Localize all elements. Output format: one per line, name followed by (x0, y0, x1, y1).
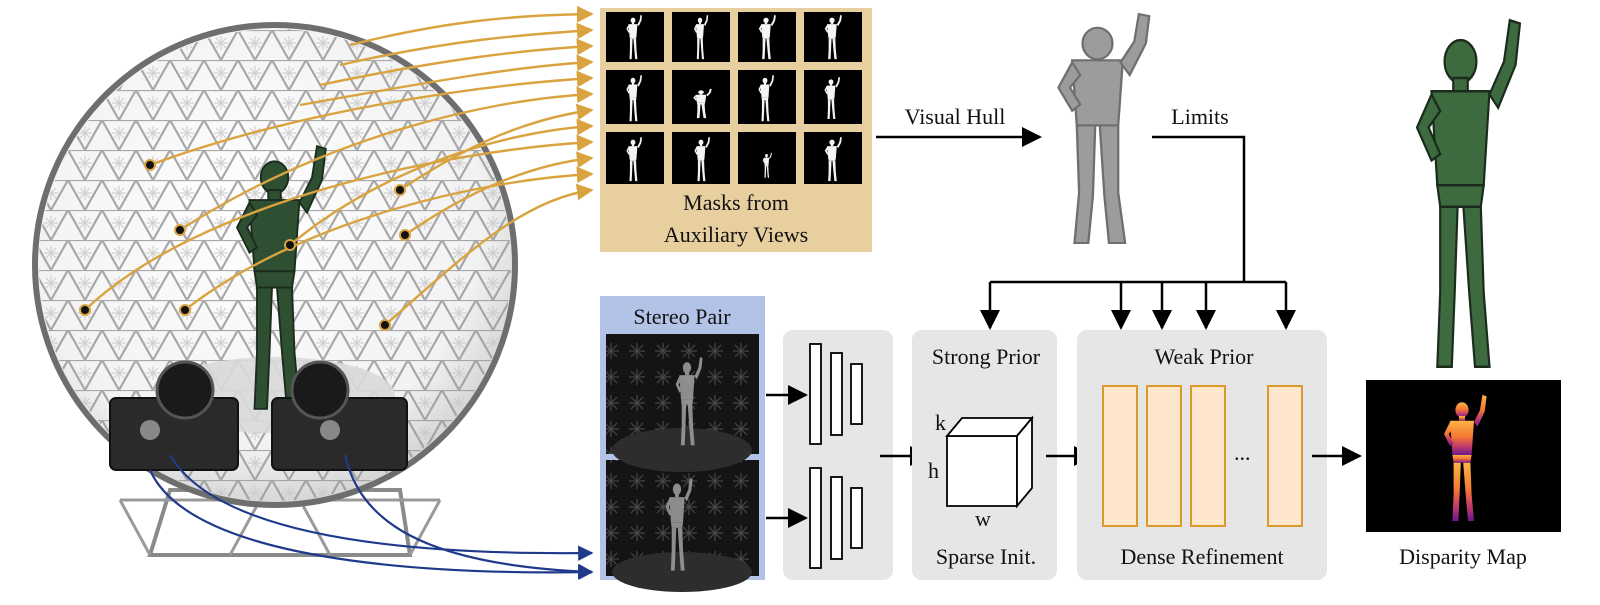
sparse-init-caption: Sparse Init. (935, 544, 1037, 569)
strong-prior-block (912, 330, 1057, 580)
weak-prior-block (1077, 330, 1327, 580)
dense-refinement-caption: Dense Refinement (1120, 544, 1284, 569)
stereo-camera-right (271, 360, 408, 471)
refinement-stages (1102, 385, 1303, 527)
masks-title-line2: Auxiliary Views (663, 222, 809, 247)
disparity-map (1366, 380, 1561, 532)
strong-prior-title: Strong Prior (931, 344, 1041, 369)
cost-volume-cube (945, 415, 1034, 509)
weak-prior-title: Weak Prior (1154, 344, 1254, 369)
limits-connectors (980, 135, 1296, 330)
disparity-map-caption: Disparity Map (1399, 544, 1527, 569)
stereo-pair-title: Stereo Pair (633, 304, 731, 329)
auxiliary-camera-rays (84, 5, 594, 326)
masks-panel (600, 8, 872, 252)
stereo-camera-left (109, 360, 239, 471)
visual-hull-label: Visual Hull (904, 104, 1006, 129)
limits-label: Limits (1171, 104, 1229, 129)
refinement-ellipsis: ... (1234, 440, 1251, 465)
feature-extractor-block (783, 330, 893, 580)
cube-axis-k: k (935, 410, 946, 435)
stereo-pair-panel (600, 296, 765, 592)
auxiliary-camera-dots (79, 159, 411, 331)
cube-axis-w: w (975, 506, 991, 531)
cube-axis-h: h (928, 458, 939, 483)
visual-hull-model (1057, 12, 1151, 245)
masks-title-line1: Masks from (683, 190, 789, 215)
stereo-camera-rays (148, 454, 594, 580)
output-robot-render (1415, 19, 1522, 368)
